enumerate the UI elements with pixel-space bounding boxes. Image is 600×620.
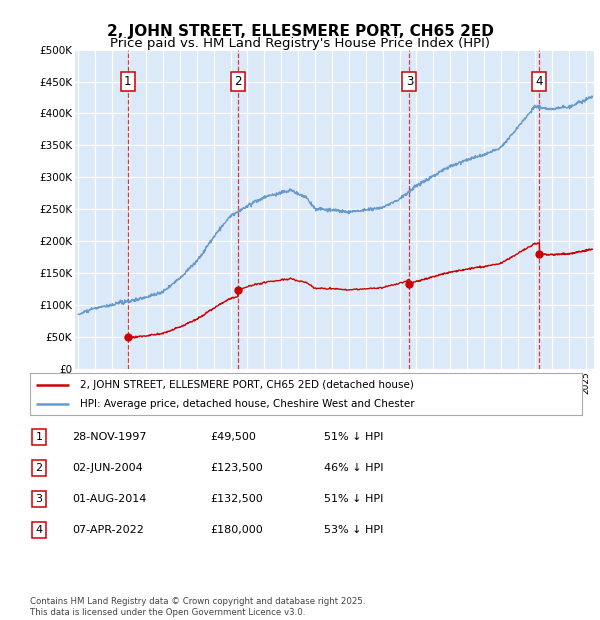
Text: 2: 2 — [234, 75, 241, 88]
Text: £132,500: £132,500 — [210, 494, 263, 504]
Text: Contains HM Land Registry data © Crown copyright and database right 2025.
This d: Contains HM Land Registry data © Crown c… — [30, 598, 365, 617]
Text: 01-AUG-2014: 01-AUG-2014 — [72, 494, 146, 504]
Text: 28-NOV-1997: 28-NOV-1997 — [72, 432, 146, 442]
Text: 2: 2 — [35, 463, 43, 473]
Text: 53% ↓ HPI: 53% ↓ HPI — [324, 525, 383, 535]
Text: 1: 1 — [124, 75, 131, 88]
Text: 51% ↓ HPI: 51% ↓ HPI — [324, 432, 383, 442]
Text: 3: 3 — [406, 75, 413, 88]
Text: £123,500: £123,500 — [210, 463, 263, 473]
Text: Price paid vs. HM Land Registry's House Price Index (HPI): Price paid vs. HM Land Registry's House … — [110, 37, 490, 50]
Text: 4: 4 — [536, 75, 543, 88]
Text: £180,000: £180,000 — [210, 525, 263, 535]
Text: 07-APR-2022: 07-APR-2022 — [72, 525, 144, 535]
Text: 46% ↓ HPI: 46% ↓ HPI — [324, 463, 383, 473]
Text: 2, JOHN STREET, ELLESMERE PORT, CH65 2ED (detached house): 2, JOHN STREET, ELLESMERE PORT, CH65 2ED… — [80, 380, 413, 390]
Text: 1: 1 — [35, 432, 43, 442]
Text: 2, JOHN STREET, ELLESMERE PORT, CH65 2ED: 2, JOHN STREET, ELLESMERE PORT, CH65 2ED — [107, 24, 493, 38]
Text: 02-JUN-2004: 02-JUN-2004 — [72, 463, 143, 473]
Text: 4: 4 — [35, 525, 43, 535]
Text: £49,500: £49,500 — [210, 432, 256, 442]
Text: 3: 3 — [35, 494, 43, 504]
Text: HPI: Average price, detached house, Cheshire West and Chester: HPI: Average price, detached house, Ches… — [80, 399, 415, 409]
Text: 51% ↓ HPI: 51% ↓ HPI — [324, 494, 383, 504]
